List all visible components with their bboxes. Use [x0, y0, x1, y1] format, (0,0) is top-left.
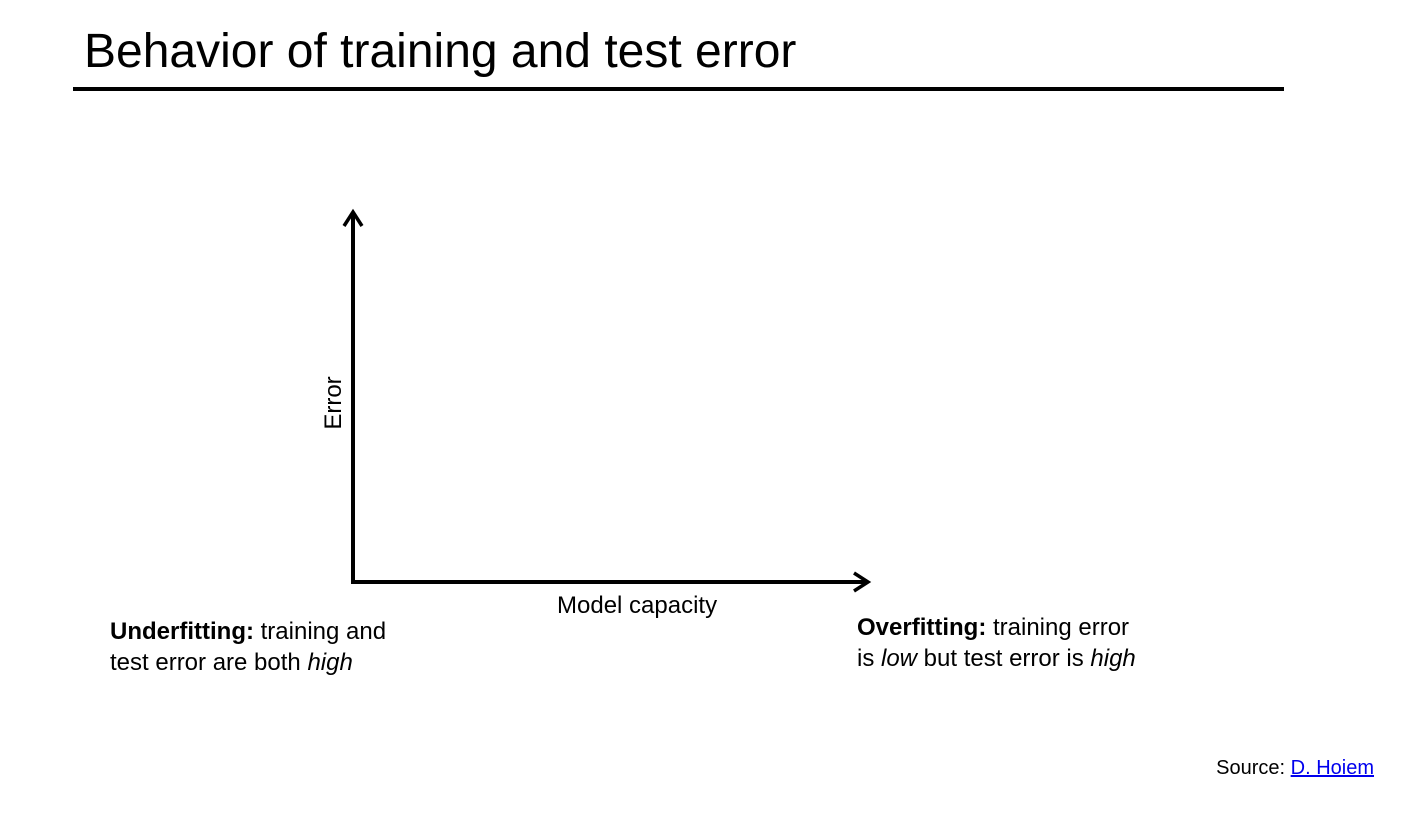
underfitting-line-1: Underfitting: training and — [110, 616, 386, 647]
x-axis-label: Model capacity — [557, 592, 718, 619]
slide-title: Behavior of training and test error — [84, 25, 797, 78]
underfitting-emphasis-high: high — [307, 649, 353, 676]
source-prefix: Source: — [1216, 757, 1291, 779]
x-axis-arrowhead — [853, 571, 872, 593]
y-axis-arrowhead — [342, 208, 364, 227]
overfitting-line-1: Overfitting: training error — [857, 612, 1136, 643]
overfitting-line-2-text-b: but test error is — [917, 645, 1091, 672]
overfitting-emphasis-low: low — [881, 645, 918, 672]
overfitting-note: Overfitting: training error is low but t… — [857, 612, 1136, 674]
overfitting-term: Overfitting: — [857, 614, 987, 641]
y-axis-label: Error — [320, 376, 347, 430]
source-credit: Source: D. Hoiem — [1216, 757, 1374, 780]
underfitting-note: Underfitting: training and test error ar… — [110, 616, 386, 678]
underfitting-term: Underfitting: — [110, 618, 254, 645]
overfitting-line-1-rest: training error — [986, 614, 1130, 641]
source-link[interactable]: D. Hoiem — [1290, 757, 1374, 779]
overfitting-emphasis-high: high — [1090, 645, 1136, 672]
overfitting-line-2: is low but test error is high — [857, 643, 1136, 674]
underfitting-line-2: test error are both high — [110, 647, 386, 678]
underfitting-line-2-text: test error are both — [110, 649, 308, 676]
underfitting-line-1-rest: training and — [253, 618, 387, 645]
title-divider — [73, 87, 1284, 91]
overfitting-line-2-text-a: is — [857, 645, 881, 672]
